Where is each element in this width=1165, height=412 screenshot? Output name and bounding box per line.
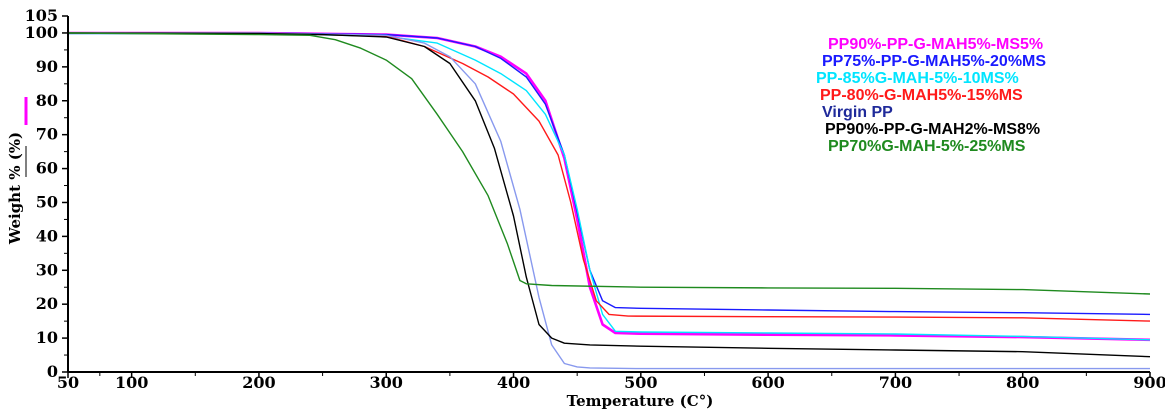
y-tick-label: 100 xyxy=(25,23,58,42)
legend-entry: PP90%-PP-G-MAH2%-MS8% xyxy=(825,121,1040,138)
legend-entry: Virgin PP xyxy=(822,104,893,121)
x-ticks: 50 100 200 300 400 500 600 700 800 900 xyxy=(57,372,1165,392)
y-axis-title: Weight % (%) xyxy=(6,132,24,245)
legend-entry: PP90%-PP-G-MAH5%-MS5% xyxy=(828,36,1043,53)
x-tick-label: 200 xyxy=(242,373,275,392)
series-line-5 xyxy=(67,32,1151,358)
y-tick-label: 40 xyxy=(36,226,58,245)
y-tick-label: 70 xyxy=(36,125,58,144)
legend-entry: PP-80%-G-MAH5%-15%MS xyxy=(820,87,1023,104)
y-tick-label: 60 xyxy=(36,159,58,178)
x-tick-label: 400 xyxy=(497,373,530,392)
series-line-6 xyxy=(67,32,1151,295)
plot-lines xyxy=(67,31,1151,370)
axes xyxy=(67,16,1150,373)
x-axis-title: Temperature (C°) xyxy=(567,392,714,410)
x-tick-label: 900 xyxy=(1133,373,1165,392)
y-tick-label: 10 xyxy=(36,328,58,347)
legend: PP90%-PP-G-MAH5%-MS5%PP75%-PP-G-MAH5%-20… xyxy=(816,36,1046,155)
x-tick-label: 500 xyxy=(624,373,657,392)
y-tick-label: 80 xyxy=(36,91,58,110)
x-tick-label: 100 xyxy=(115,373,148,392)
y-tick-label: 30 xyxy=(36,260,58,279)
y-tick-label: 50 xyxy=(36,192,58,211)
legend-entry: PP75%-PP-G-MAH5%-20%MS xyxy=(822,53,1046,70)
legend-entry: PP-85%G-MAH-5%-10MS% xyxy=(816,70,1019,87)
x-tick-label: 700 xyxy=(879,373,912,392)
y-tick-label: 20 xyxy=(36,294,58,313)
x-tick-label: 600 xyxy=(751,373,784,392)
series-line-4 xyxy=(68,32,1150,370)
y-tick-label: 0 xyxy=(47,362,58,381)
x-tick-label: 800 xyxy=(1006,373,1039,392)
x-tick-label: 300 xyxy=(370,373,403,392)
series-line-2 xyxy=(68,32,1151,341)
x-tick-label: 50 xyxy=(57,373,79,392)
y-tick-label: 90 xyxy=(36,57,58,76)
y-tick-label: 105 xyxy=(25,6,58,25)
y-axis-title-group: Weight % (%) xyxy=(6,132,24,245)
legend-entry: PP70%G-MAH-5%-25%MS xyxy=(828,138,1026,155)
